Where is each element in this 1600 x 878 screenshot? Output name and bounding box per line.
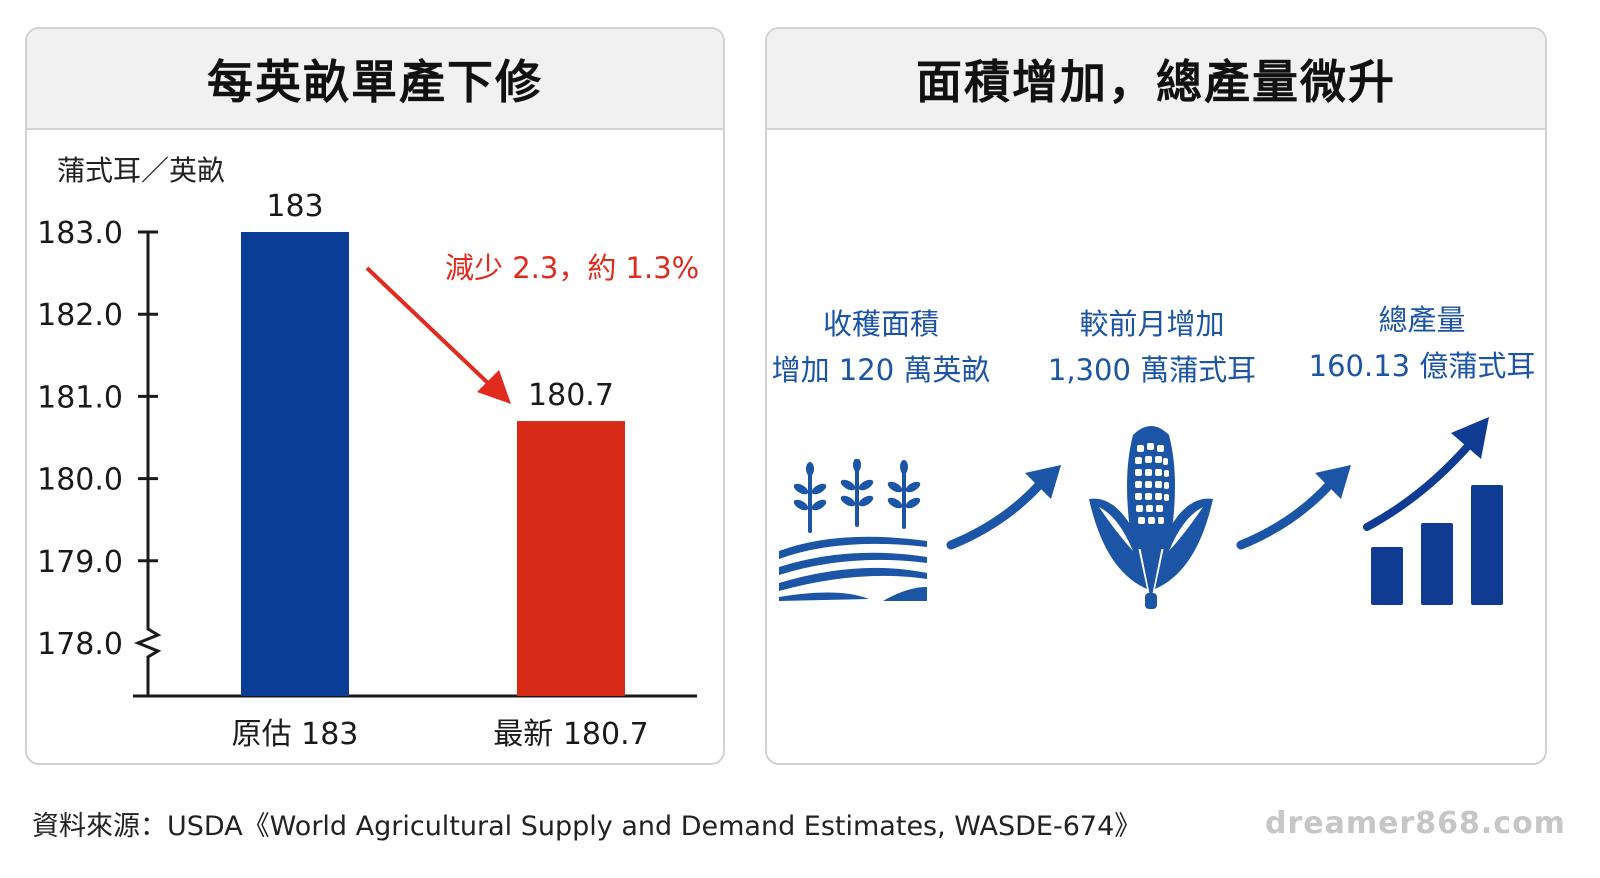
growth-chart-icon: [1363, 417, 1503, 605]
arrow-up-right-icon: [946, 465, 1061, 550]
y-tick-label: 180.0: [37, 463, 123, 498]
y-axis-label: 蒲式耳／英畝: [57, 154, 225, 187]
bar-value-label: 183: [266, 189, 323, 224]
flow-label-area-line1: 收穫面積: [822, 307, 939, 341]
y-tick-label: 178.0: [37, 627, 123, 662]
decrease-arrow-line: [365, 266, 491, 386]
watermark: dreamer868.com: [1265, 806, 1566, 841]
y-tick-label: 179.0: [37, 545, 123, 580]
corn-icon: [1089, 426, 1213, 609]
arrow-up-right-icon-2: [1236, 465, 1351, 550]
farm-field-icon: [779, 459, 927, 601]
flow-label-area-line2: 增加 120 萬英畝: [771, 353, 991, 387]
bar-value-label: 180.7: [528, 378, 614, 413]
yield-panel-title: 每英畝單產下修: [27, 29, 723, 130]
y-tick-label: 181.0: [37, 380, 123, 415]
bar-1: [241, 232, 349, 696]
yield-bar-chart: 蒲式耳／英畝 183.0 182.0 181.0 180.0 179.0 178.0 183 原…: [37, 154, 699, 752]
y-axis-line: [133, 232, 162, 696]
production-panel-title: 面積增加，總產量微升: [767, 29, 1545, 130]
decrease-arrow-head: [477, 370, 511, 404]
y-tick-label: 183.0: [37, 216, 123, 251]
x-category-label: 最新 180.7: [493, 717, 648, 752]
yield-chart-panel: 每英畝單產下修 蒲式耳／英畝 183.0 182.0 181.0 180.0 179.0 1…: [25, 27, 725, 765]
y-tick-label: 182.0: [37, 298, 123, 333]
flow-label-total-line1: 總產量: [1378, 303, 1466, 337]
decrease-annotation: 減少 2.3，約 1.3%: [445, 251, 699, 285]
production-panel: 面積增加，總產量微升 收穫面積 增加 120 萬英畝 較前月增加 1,300 萬…: [765, 27, 1547, 765]
source-note: 資料來源：USDA《World Agricultural Supply and …: [32, 811, 1142, 842]
x-category-label: 原估 183: [232, 717, 359, 752]
flow-label-monthly-line2: 1,300 萬蒲式耳: [1047, 353, 1257, 387]
flow-label-total-line2: 160.13 億蒲式耳: [1308, 349, 1536, 383]
flow-label-monthly-line1: 較前月增加: [1079, 307, 1225, 341]
flow-label-monthly: 較前月增加 1,300 萬蒲式耳: [1037, 301, 1267, 393]
flow-label-area: 收穫面積 增加 120 萬英畝: [767, 301, 995, 393]
bar-2: [517, 421, 625, 696]
flow-label-total: 總產量 160.13 億蒲式耳: [1307, 297, 1537, 389]
